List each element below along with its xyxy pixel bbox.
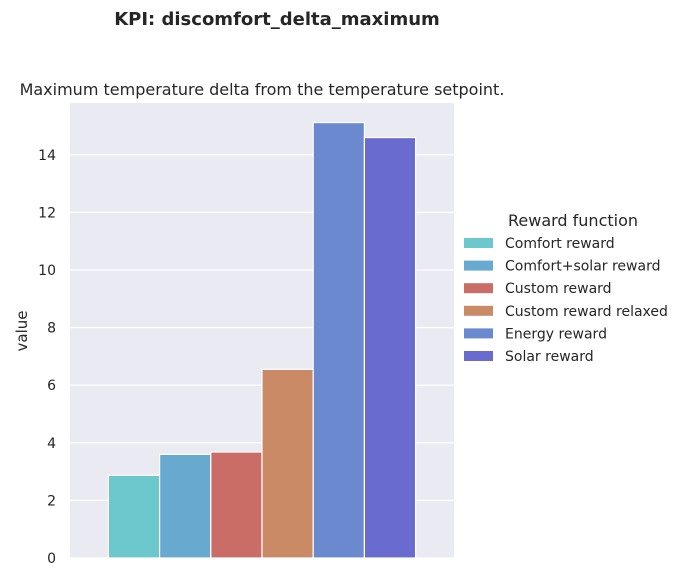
y-tick-label: 2 [47, 493, 56, 509]
legend: Reward function Comfort reward Comfort+so… [464, 211, 668, 365]
legend-entry: Energy reward [505, 326, 607, 342]
bar [312, 121, 366, 559]
y-tick-label: 10 [38, 263, 56, 279]
bar [363, 136, 417, 559]
y-tick-label: 14 [38, 148, 56, 164]
legend-entry: Custom reward relaxed [505, 304, 668, 320]
legend-items: Comfort reward Comfort+solar reward Custom… [464, 236, 668, 365]
chart-title: Maximum temperature delta from the tempe… [20, 80, 505, 99]
legend-swatch [464, 238, 493, 248]
bar [261, 368, 314, 559]
y-axis-label: value [13, 311, 31, 352]
chart-suptitle: KPI: discomfort_delta_maximum [114, 9, 440, 30]
y-tick-labels: 0 2 4 6 8 10 12 14 [38, 148, 56, 567]
y-tick-label: 12 [38, 205, 56, 221]
legend-swatch [464, 305, 493, 316]
legend-swatch [464, 260, 493, 271]
bar [107, 474, 161, 559]
legend-swatch [464, 351, 493, 361]
legend-entry: Custom reward [505, 281, 612, 297]
y-tick-label: 4 [47, 436, 56, 452]
legend-entry: Comfort+solar reward [505, 259, 660, 275]
legend-title: Reward function [508, 211, 638, 230]
bars [107, 121, 417, 559]
legend-swatch [464, 283, 493, 294]
legend-entry: Solar reward [505, 349, 594, 365]
y-tick-label: 6 [47, 378, 56, 394]
y-tick-label: 0 [47, 551, 56, 567]
y-tick-label: 8 [47, 321, 56, 337]
legend-swatch [464, 328, 493, 339]
bar [159, 453, 212, 559]
legend-entry: Comfort reward [505, 236, 615, 252]
bar [210, 451, 263, 559]
